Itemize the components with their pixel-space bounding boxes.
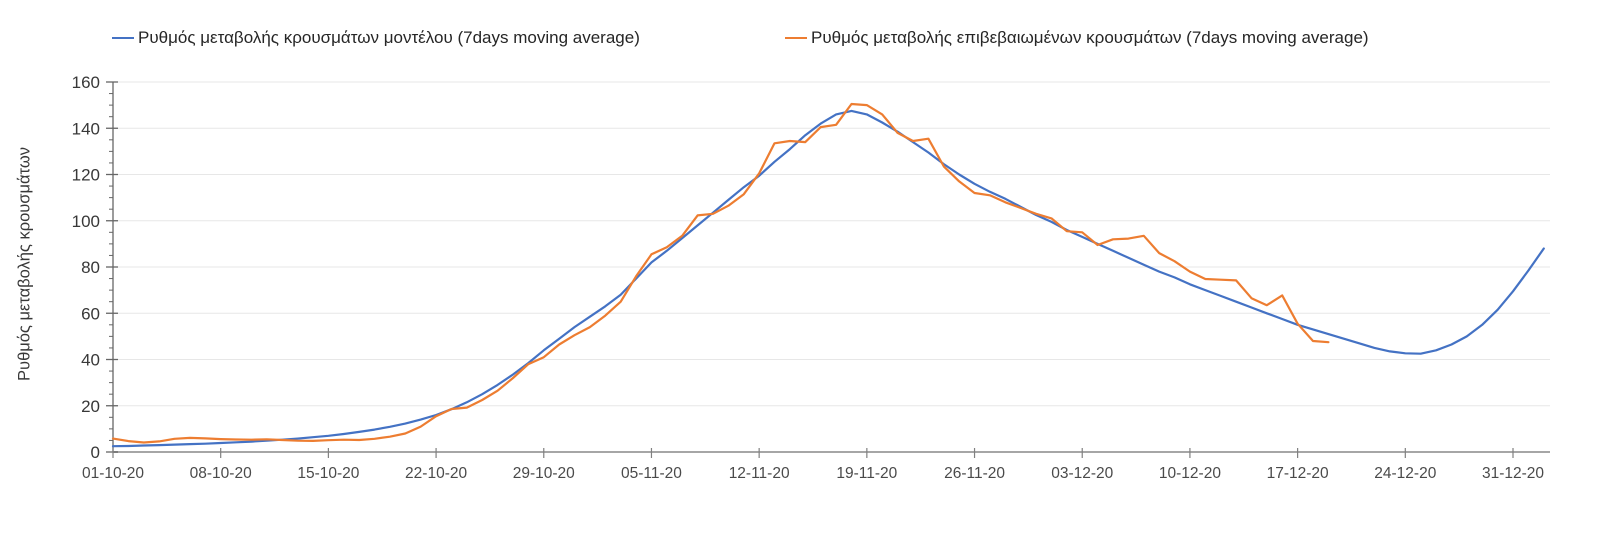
x-tick-label: 26-11-20	[944, 465, 1005, 482]
y-tick-label: 100	[72, 212, 100, 231]
legend-label-confirmed: Ρυθμός μεταβολής επιβεβαιωμένων κρουσμάτ…	[811, 28, 1369, 47]
y-tick-label: 80	[81, 258, 100, 277]
x-tick-label: 01-10-20	[82, 465, 144, 482]
y-tick-label: 160	[72, 73, 100, 92]
y-tick-label: 0	[91, 443, 100, 462]
x-tick-label: 17-12-20	[1267, 465, 1329, 482]
y-tick-label: 60	[81, 304, 100, 323]
x-tick-label: 12-11-20	[729, 465, 790, 482]
x-tick-label: 10-12-20	[1159, 465, 1221, 482]
legend-line-swatch-confirmed-icon	[785, 37, 807, 39]
x-tick-label: 03-12-20	[1051, 465, 1113, 482]
series-line-confirmed	[111, 102, 1330, 444]
x-tick-label: 24-12-20	[1374, 465, 1436, 482]
legend-item-model: Ρυθμός μεταβολής κρουσμάτων μοντέλου (7d…	[112, 28, 640, 48]
y-tick-label: 140	[72, 119, 100, 138]
series-line-model	[111, 109, 1545, 448]
x-tick-label: 05-11-20	[621, 465, 682, 482]
x-tick-label: 29-10-20	[513, 465, 575, 482]
y-tick-label: 120	[72, 166, 100, 185]
legend-line-swatch-model-icon	[112, 37, 134, 39]
x-tick-label: 31-12-20	[1482, 465, 1544, 482]
x-tick-label: 19-11-20	[836, 465, 897, 482]
x-tick-label: 08-10-20	[190, 465, 252, 482]
x-tick-label: 15-10-20	[297, 465, 359, 482]
legend-item-confirmed: Ρυθμός μεταβολής επιβεβαιωμένων κρουσμάτ…	[785, 28, 1369, 48]
legend-label-model: Ρυθμός μεταβολής κρουσμάτων μοντέλου (7d…	[138, 28, 640, 47]
x-tick-label: 22-10-20	[405, 465, 467, 482]
y-tick-label: 20	[81, 397, 100, 416]
y-tick-label: 40	[81, 351, 100, 370]
